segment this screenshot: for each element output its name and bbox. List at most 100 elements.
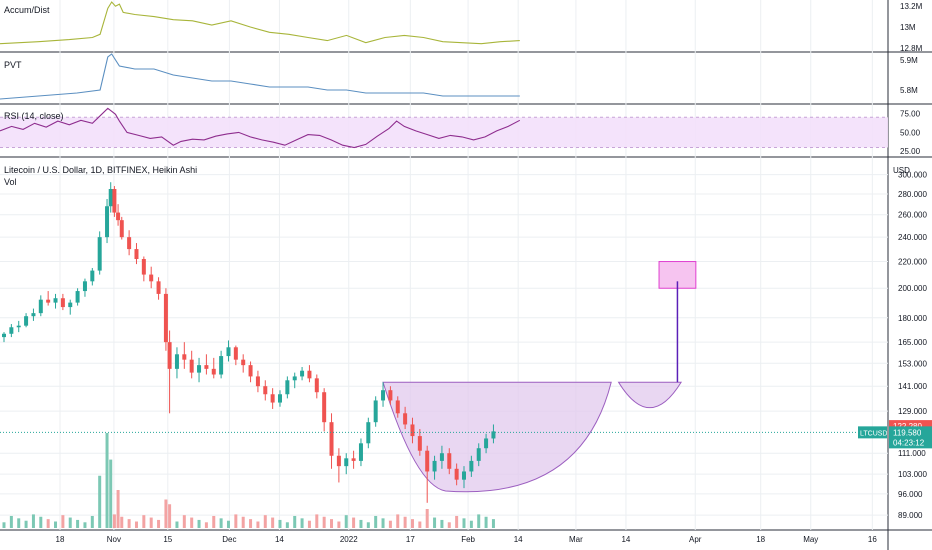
volume-bar: [39, 516, 43, 528]
price-tick-label: 103.000: [898, 470, 927, 479]
volume-bar: [381, 518, 385, 528]
handle-shape: [617, 381, 683, 408]
candle-body: [454, 468, 459, 480]
indicator-tick-label: 13M: [900, 23, 916, 32]
candle-body: [395, 400, 400, 414]
candle-body: [53, 298, 58, 303]
candle-body: [270, 394, 275, 403]
volume-bar: [366, 522, 370, 528]
price-tick-label: 153.000: [898, 359, 927, 368]
volume-bar: [142, 515, 146, 528]
candle-body: [2, 333, 6, 338]
candle-body: [447, 453, 452, 469]
volume-bar: [46, 519, 50, 528]
volume-bar: [90, 515, 94, 528]
candle-body: [366, 422, 371, 444]
candle-body: [403, 413, 408, 425]
candle-body: [97, 237, 102, 271]
volume-bar: [175, 521, 179, 528]
time-tick-label: Feb: [461, 535, 475, 544]
volume-bar: [31, 514, 35, 528]
candle-body: [105, 206, 110, 238]
candle-body: [127, 237, 132, 250]
indicator-line: [0, 53, 520, 100]
candle-body: [116, 212, 121, 221]
candle-body: [60, 298, 65, 308]
time-tick-label: Nov: [107, 535, 121, 544]
cup-shape: [382, 381, 612, 493]
volume-bar: [455, 515, 459, 528]
time-tick-label: 2022: [340, 535, 358, 544]
candle-body: [174, 354, 179, 369]
price-tick-label: 96.000: [898, 490, 923, 499]
candle-body: [211, 368, 216, 375]
price-tick-label: 220.000: [898, 258, 927, 267]
volume-bar: [241, 516, 245, 528]
indicator-lines: [0, 1, 888, 149]
volume-bar: [315, 514, 319, 528]
candle-body: [82, 281, 87, 292]
volume-bar: [440, 519, 444, 528]
candle-body: [425, 450, 430, 472]
indicator-tick-label: 25.00: [900, 147, 921, 156]
time-tick-label: May: [803, 535, 818, 544]
volume-bar: [469, 520, 473, 528]
candle-body: [432, 460, 437, 472]
volume-bar: [403, 516, 407, 528]
candle-body: [24, 316, 29, 326]
volume-bar: [293, 515, 297, 528]
candle-body: [307, 370, 312, 379]
price-tick-label: 129.000: [898, 407, 927, 416]
volume-bar: [374, 515, 378, 528]
symbol-badge: [858, 426, 887, 439]
volume-bar: [256, 521, 260, 528]
price-tick-label: 200.000: [898, 284, 927, 293]
candle-body: [16, 325, 21, 328]
time-tick-label: Dec: [222, 535, 236, 544]
time-tick-label: 14: [621, 535, 630, 544]
volume-bar: [83, 522, 87, 528]
volume-bar: [17, 518, 21, 528]
volume-bar: [388, 520, 392, 528]
volume-bar: [116, 490, 120, 528]
time-tick-label: 14: [514, 535, 523, 544]
volume-bar: [157, 519, 161, 528]
volume-bar: [307, 520, 311, 528]
volume-bar: [330, 519, 334, 528]
last-price-text: 119.580: [893, 428, 922, 437]
candle-body: [336, 455, 341, 467]
candle-body: [263, 386, 268, 395]
candle-body: [373, 400, 378, 423]
price-tick-label: 165.000: [898, 338, 927, 347]
time-tick-label: 18: [756, 535, 765, 544]
volume-bar: [182, 515, 186, 528]
candle-body: [462, 471, 466, 480]
candle-body: [75, 291, 80, 303]
candle-body: [285, 380, 290, 395]
candle-body: [484, 438, 489, 449]
candle-body: [226, 347, 231, 357]
volume-bar: [204, 522, 208, 528]
candle-body: [439, 453, 444, 461]
volume-bar: [24, 520, 28, 528]
volume-bar: [263, 515, 267, 528]
volume-bar: [127, 519, 131, 528]
volume-bar: [168, 504, 172, 528]
volume-bar: [484, 516, 488, 528]
volume-bar: [271, 517, 275, 528]
volume-bars: [2, 433, 495, 528]
price-tick-label: 180.000: [898, 314, 927, 323]
volume-bar: [418, 521, 422, 528]
indicator-tick-label: 13.2M: [900, 2, 923, 11]
volume-bar: [285, 522, 289, 528]
indicator-tick-label: 50.00: [900, 128, 921, 137]
cup-and-handle-pattern: [382, 261, 697, 493]
time-tick-label: Mar: [569, 535, 583, 544]
symbol-badge-text: LTCUSD: [860, 430, 887, 437]
candle-body: [119, 220, 124, 238]
volume-bar: [410, 519, 414, 528]
chart-title: Litecoin / U.S. Dollar, 1D, BITFINEX, He…: [4, 165, 197, 175]
candle-body: [163, 293, 168, 343]
countdown-text: 04:23:12: [893, 438, 925, 447]
